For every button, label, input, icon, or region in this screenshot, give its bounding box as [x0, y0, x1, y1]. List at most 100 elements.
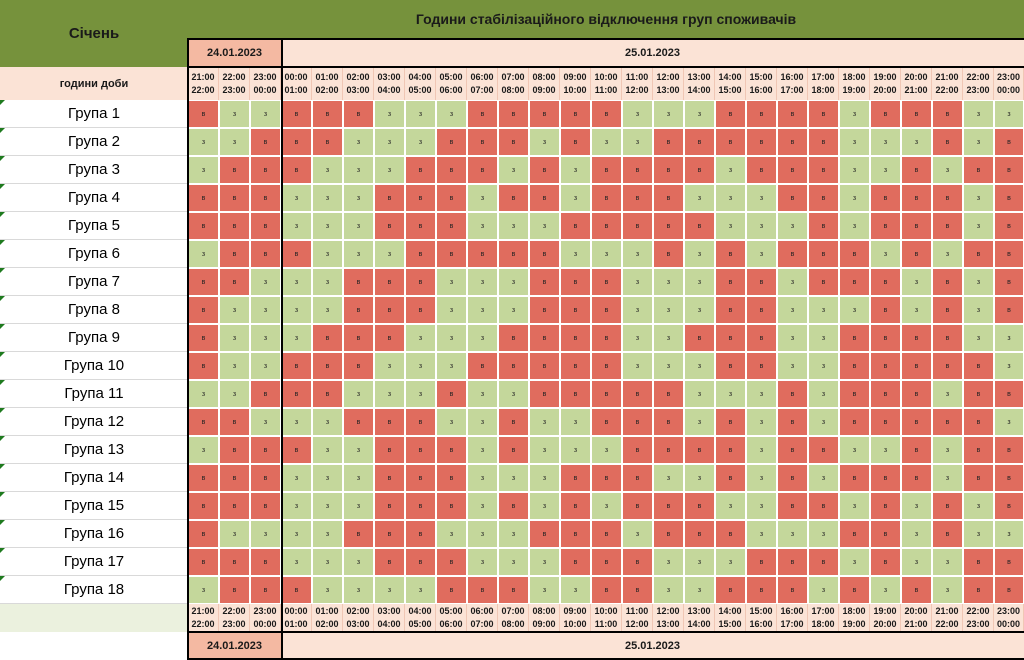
schedule-cell[interactable]: з: [498, 380, 529, 408]
schedule-cell[interactable]: в: [343, 324, 374, 352]
schedule-cell[interactable]: в: [188, 520, 219, 548]
schedule-cell[interactable]: в: [281, 100, 312, 128]
schedule-cell[interactable]: з: [374, 240, 405, 268]
schedule-cell[interactable]: з: [312, 184, 343, 212]
schedule-cell[interactable]: з: [560, 184, 591, 212]
schedule-cell[interactable]: в: [777, 408, 808, 436]
schedule-cell[interactable]: в: [622, 408, 653, 436]
schedule-cell[interactable]: в: [560, 548, 591, 576]
schedule-cell[interactable]: з: [777, 520, 808, 548]
schedule-cell[interactable]: з: [746, 492, 777, 520]
schedule-cell[interactable]: в: [219, 156, 250, 184]
schedule-cell[interactable]: з: [467, 324, 498, 352]
schedule-cell[interactable]: з: [963, 492, 994, 520]
schedule-cell[interactable]: з: [715, 156, 746, 184]
schedule-cell[interactable]: в: [653, 520, 684, 548]
schedule-cell[interactable]: в: [560, 464, 591, 492]
schedule-cell[interactable]: в: [188, 212, 219, 240]
schedule-cell[interactable]: в: [343, 296, 374, 324]
schedule-cell[interactable]: в: [963, 576, 994, 604]
schedule-cell[interactable]: в: [436, 380, 467, 408]
schedule-cell[interactable]: в: [188, 464, 219, 492]
schedule-cell[interactable]: з: [622, 128, 653, 156]
schedule-cell[interactable]: в: [684, 492, 715, 520]
schedule-cell[interactable]: в: [715, 268, 746, 296]
schedule-cell[interactable]: в: [467, 352, 498, 380]
schedule-cell[interactable]: в: [281, 128, 312, 156]
schedule-cell[interactable]: з: [250, 520, 281, 548]
schedule-cell[interactable]: в: [436, 492, 467, 520]
schedule-cell[interactable]: з: [622, 520, 653, 548]
schedule-cell[interactable]: з: [839, 212, 870, 240]
schedule-cell[interactable]: з: [901, 520, 932, 548]
schedule-cell[interactable]: з: [932, 380, 963, 408]
schedule-cell[interactable]: з: [343, 240, 374, 268]
schedule-cell[interactable]: в: [467, 576, 498, 604]
schedule-cell[interactable]: з: [684, 184, 715, 212]
schedule-cell[interactable]: з: [467, 408, 498, 436]
schedule-cell[interactable]: в: [653, 212, 684, 240]
schedule-cell[interactable]: в: [405, 520, 436, 548]
schedule-cell[interactable]: з: [777, 324, 808, 352]
schedule-cell[interactable]: з: [281, 548, 312, 576]
schedule-cell[interactable]: в: [994, 184, 1024, 212]
schedule-cell[interactable]: в: [839, 464, 870, 492]
schedule-cell[interactable]: в: [374, 296, 405, 324]
schedule-cell[interactable]: з: [312, 464, 343, 492]
schedule-cell[interactable]: в: [219, 492, 250, 520]
schedule-cell[interactable]: в: [715, 128, 746, 156]
schedule-cell[interactable]: з: [405, 100, 436, 128]
schedule-cell[interactable]: з: [312, 212, 343, 240]
schedule-cell[interactable]: в: [653, 156, 684, 184]
schedule-cell[interactable]: з: [219, 380, 250, 408]
schedule-cell[interactable]: з: [839, 156, 870, 184]
schedule-cell[interactable]: в: [219, 240, 250, 268]
schedule-cell[interactable]: з: [808, 576, 839, 604]
schedule-cell[interactable]: в: [963, 408, 994, 436]
schedule-cell[interactable]: з: [715, 184, 746, 212]
schedule-cell[interactable]: в: [901, 408, 932, 436]
schedule-cell[interactable]: в: [684, 436, 715, 464]
schedule-cell[interactable]: з: [436, 408, 467, 436]
schedule-cell[interactable]: в: [994, 156, 1024, 184]
schedule-cell[interactable]: в: [188, 296, 219, 324]
schedule-cell[interactable]: з: [467, 184, 498, 212]
schedule-cell[interactable]: в: [498, 492, 529, 520]
schedule-cell[interactable]: з: [622, 352, 653, 380]
schedule-cell[interactable]: в: [343, 352, 374, 380]
schedule-cell[interactable]: з: [808, 520, 839, 548]
schedule-cell[interactable]: з: [529, 436, 560, 464]
schedule-cell[interactable]: в: [560, 492, 591, 520]
schedule-cell[interactable]: з: [963, 212, 994, 240]
schedule-cell[interactable]: в: [622, 464, 653, 492]
schedule-cell[interactable]: в: [560, 128, 591, 156]
schedule-cell[interactable]: з: [684, 464, 715, 492]
schedule-cell[interactable]: з: [467, 464, 498, 492]
schedule-cell[interactable]: в: [560, 352, 591, 380]
schedule-cell[interactable]: в: [405, 296, 436, 324]
schedule-cell[interactable]: з: [343, 184, 374, 212]
schedule-cell[interactable]: в: [932, 296, 963, 324]
schedule-cell[interactable]: з: [715, 492, 746, 520]
schedule-cell[interactable]: в: [374, 548, 405, 576]
schedule-cell[interactable]: в: [219, 436, 250, 464]
schedule-cell[interactable]: в: [250, 492, 281, 520]
schedule-cell[interactable]: з: [870, 576, 901, 604]
schedule-cell[interactable]: в: [405, 268, 436, 296]
schedule-cell[interactable]: в: [405, 408, 436, 436]
schedule-cell[interactable]: в: [808, 240, 839, 268]
schedule-cell[interactable]: з: [746, 380, 777, 408]
schedule-cell[interactable]: в: [808, 492, 839, 520]
schedule-cell[interactable]: в: [777, 380, 808, 408]
schedule-cell[interactable]: з: [746, 464, 777, 492]
schedule-cell[interactable]: в: [994, 380, 1024, 408]
schedule-cell[interactable]: в: [591, 100, 622, 128]
schedule-cell[interactable]: в: [808, 100, 839, 128]
schedule-cell[interactable]: з: [374, 380, 405, 408]
schedule-cell[interactable]: в: [932, 268, 963, 296]
schedule-cell[interactable]: з: [684, 576, 715, 604]
schedule-cell[interactable]: в: [188, 268, 219, 296]
schedule-cell[interactable]: в: [467, 240, 498, 268]
schedule-cell[interactable]: з: [560, 576, 591, 604]
schedule-cell[interactable]: з: [808, 464, 839, 492]
